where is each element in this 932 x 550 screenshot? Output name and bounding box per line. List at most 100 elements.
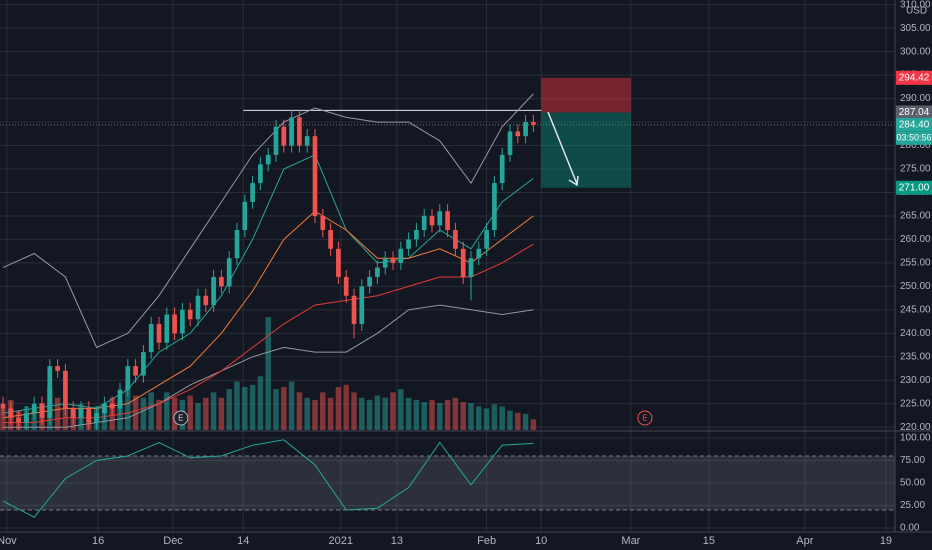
y-tick-label: 260.00: [900, 234, 931, 245]
candle-body: [180, 309, 185, 334]
volume-bar: [265, 317, 271, 430]
candle-body: [250, 183, 255, 202]
volume-bar: [320, 392, 326, 430]
y-tick-label: 310.00: [900, 0, 931, 10]
candle-body: [336, 248, 341, 277]
volume-bar: [0, 408, 6, 430]
osc-tick-label: 50.00: [900, 478, 925, 489]
candle-body: [312, 136, 318, 216]
candle-body: [219, 276, 224, 287]
candle-body: [484, 230, 489, 249]
y-tick-label: 235.00: [900, 351, 931, 362]
volume-bar: [405, 397, 412, 430]
candle-body: [203, 295, 209, 306]
volume-bar: [483, 408, 490, 430]
candle-body: [86, 408, 92, 423]
volume-bar: [343, 384, 349, 430]
volume-bar: [257, 376, 264, 430]
x-tick-label: Dec: [163, 535, 183, 547]
volume-bar: [452, 397, 459, 430]
candle-body: [375, 267, 380, 277]
candle-body: [16, 417, 21, 423]
candle-body: [265, 154, 271, 165]
candle-body: [515, 131, 521, 137]
last-price-tag-bg: [896, 117, 932, 132]
volume-bar: [522, 413, 529, 430]
volume-bar: [281, 387, 287, 430]
y-tick-label: 280.00: [900, 140, 931, 151]
osc-tick-label: 100.00: [900, 433, 931, 444]
candle-body: [156, 323, 162, 343]
y-tick-label: 265.00: [900, 211, 931, 222]
volume-bar: [54, 397, 61, 430]
y-tick-label: 245.00: [900, 304, 931, 315]
volume-bar: [390, 392, 396, 430]
volume-bar: [476, 406, 482, 430]
y-tick-label: 225.00: [900, 398, 931, 409]
volume-bar: [515, 412, 521, 430]
candle-body: [351, 295, 357, 324]
volume-bar: [148, 392, 154, 430]
target-price-tag-bg: [896, 180, 932, 195]
x-tick-label: 14: [237, 535, 249, 547]
volume-bar: [242, 387, 248, 430]
volume-bar: [296, 392, 303, 430]
candle-body: [453, 230, 458, 249]
candle-body: [476, 248, 482, 259]
candle-body: [141, 352, 146, 376]
candle-body: [406, 239, 411, 249]
candle-body: [437, 211, 443, 226]
volume-bar: [429, 399, 435, 430]
earnings-label: E: [642, 414, 647, 423]
earnings-label: E: [178, 414, 183, 423]
y-tick-label: 290.00: [900, 93, 931, 104]
osc-tick-label: 25.00: [900, 500, 925, 511]
osc-tick-label: 75.00: [900, 455, 925, 466]
volume-bar: [335, 387, 342, 430]
candle-body: [133, 366, 138, 376]
y-tick-label: 275.00: [900, 164, 931, 175]
osc-band: [0, 456, 895, 511]
osc-line: [2, 439, 534, 518]
volume-bar: [234, 381, 240, 430]
candle-body: [125, 366, 131, 390]
candle-body: [164, 314, 170, 343]
candle-body: [63, 370, 68, 409]
x-tick-label: 19: [880, 535, 892, 547]
volume-bar: [226, 389, 232, 430]
y-tick-label: 250.00: [900, 281, 931, 292]
candle-body: [242, 201, 248, 231]
volume-bar: [398, 389, 404, 430]
oscillator-pane: [0, 439, 895, 518]
candle-body: [31, 403, 37, 414]
candle-body: [492, 183, 497, 231]
osc-tick-label: 0.00: [900, 523, 920, 534]
candle-body: [195, 295, 201, 320]
candle-body: [297, 117, 302, 146]
y-tick-label: 220.00: [900, 422, 931, 433]
candle-body: [429, 215, 435, 226]
volume-bar: [359, 397, 365, 430]
candle-body: [258, 164, 263, 184]
target-price-tag: 271.00: [899, 182, 930, 193]
earnings-marker: [173, 410, 189, 426]
volume-bar: [530, 419, 537, 430]
countdown: 03:50:56: [896, 133, 931, 143]
indicator-line: [3, 304, 534, 428]
y-tick-label: 230.00: [900, 375, 931, 386]
candle-body: [8, 408, 14, 418]
volume-bar: [273, 389, 279, 430]
candle-body: [0, 403, 6, 409]
volume-bar: [210, 392, 217, 430]
x-tick-label: Feb: [477, 535, 496, 547]
x-tick-label: 2021: [328, 535, 352, 547]
y-tick-label: 305.00: [900, 23, 931, 34]
candle-body: [24, 413, 29, 423]
volume-bar: [444, 399, 451, 430]
candle-body: [234, 230, 240, 259]
countdown-bg: [896, 131, 932, 145]
